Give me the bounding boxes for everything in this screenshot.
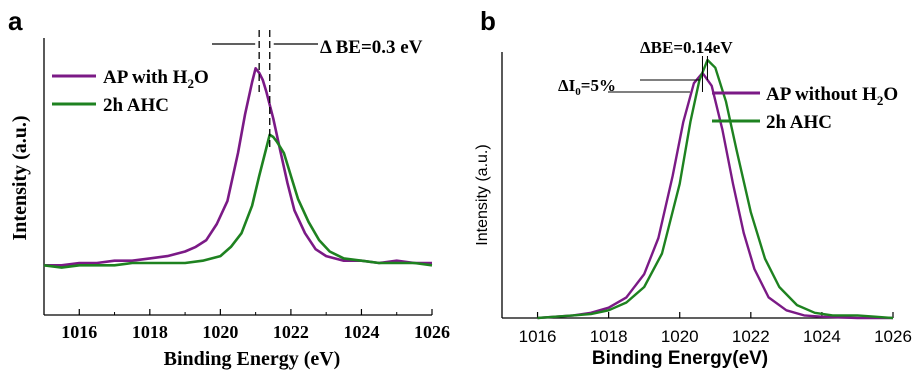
panel-b-delta-i0-main: ΔI [558, 76, 576, 95]
panel-b-legend-label-1-sub: 2 [877, 93, 884, 108]
panel-a-x-tick-label: 1018 [132, 322, 168, 342]
panel-a-x-tick-label: 1020 [202, 322, 238, 342]
panel-a-y-axis-label: Intensity (a.u.) [9, 115, 31, 240]
panel-b-x-tick-label: 1026 [874, 327, 912, 346]
panel-b-x-tick-label: 1020 [661, 327, 699, 346]
panel-b-x-tick-label: 1022 [732, 327, 770, 346]
panel-a-x-tick-label: 1022 [273, 322, 309, 342]
panel-b-x-axis-label: Binding Energy(eV) [592, 348, 768, 369]
panel-b-annotation: ΔBE=0.14eV ΔI0=5% [558, 38, 733, 98]
panel-a-legend-label-1-sub: 2 [187, 76, 194, 91]
panel-b-legend-label-2: 2h AHC [766, 112, 832, 133]
panel-a-series [43, 67, 433, 269]
panel-b-legend: AP without H2O 2h AHC [712, 84, 898, 133]
panel-a: a 1016 1018 1020 1022 1024 1026 Binding Energ… [8, 6, 450, 370]
panel-b-x-tick-label: 1016 [519, 327, 557, 346]
panel-b-series-1-line [537, 71, 893, 320]
panel-a-x-axis-label: Binding Energy (eV) [164, 348, 341, 370]
panel-a-series-2-line [43, 133, 433, 269]
panel-a-annotation: Δ BE=0.3 eV [212, 30, 423, 150]
panel-b-tick-labels: 1016 1018 1020 1022 1024 1026 [519, 327, 912, 346]
panel-b: b 1016 1018 1020 1022 1024 1026 Binding Energ… [474, 6, 912, 369]
panel-b-legend-label-1-main: AP without H [766, 84, 877, 105]
panel-b-delta-be-label: ΔBE=0.14eV [640, 38, 733, 57]
panel-a-label: a [8, 6, 23, 36]
panel-a-x-tick-label: 1026 [414, 322, 450, 342]
panel-a-legend-label-2: 2h AHC [103, 95, 169, 116]
panel-a-tick-labels: 1016 1018 1020 1022 1024 1026 [61, 322, 450, 342]
panel-b-label: b [480, 6, 496, 36]
panel-a-delta-be-label: Δ BE=0.3 eV [320, 37, 423, 58]
panel-a-legend-label-1: AP with H2O [103, 67, 209, 91]
panel-b-delta-i0-label: ΔI0=5% [558, 76, 616, 98]
panel-a-series-1-line [44, 67, 432, 267]
panel-a-legend-label-1-main: AP with H [103, 67, 188, 88]
panel-b-delta-i0-tail: =5% [581, 76, 616, 95]
panel-a-x-tick-label: 1016 [61, 322, 97, 342]
panel-a-x-tick-label: 1024 [343, 322, 379, 342]
panel-b-delta-i0-sub: 0 [575, 86, 581, 98]
panel-a-ticks [43, 309, 433, 315]
panel-a-legend: AP with H2O 2h AHC [52, 67, 209, 116]
panel-b-legend-label-1: AP without H2O [766, 84, 898, 108]
panel-b-legend-label-1-tail: O [883, 84, 898, 105]
panel-a-legend-label-1-tail: O [194, 67, 209, 88]
panel-b-x-tick-label: 1024 [803, 327, 841, 346]
panel-b-x-tick-label: 1018 [590, 327, 628, 346]
panel-b-series-2-line [537, 58, 894, 320]
panel-b-y-axis-label: Intensity (a.u.) [474, 144, 491, 245]
